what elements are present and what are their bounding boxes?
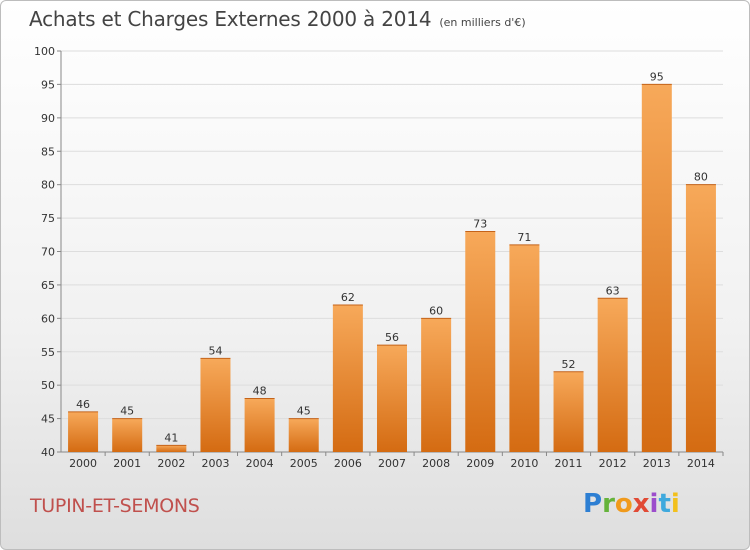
- bar: [597, 298, 628, 452]
- bar: [465, 231, 496, 452]
- data-label: 46: [76, 398, 90, 411]
- data-label: 73: [473, 217, 487, 230]
- x-tick-label: 2001: [113, 457, 141, 470]
- data-label: 54: [208, 344, 222, 357]
- y-tick-label: 85: [41, 145, 55, 158]
- y-tick-label: 80: [41, 179, 55, 192]
- x-tick-label: 2011: [555, 457, 583, 470]
- data-label: 62: [341, 291, 355, 304]
- y-tick-label: 55: [41, 346, 55, 359]
- data-label: 56: [385, 331, 399, 344]
- bar: [288, 418, 319, 452]
- data-label: 63: [606, 284, 620, 297]
- bar: [156, 445, 187, 452]
- y-tick-label: 45: [41, 413, 55, 426]
- commune-name: TUPIN-ET-SEMONS: [30, 495, 200, 517]
- y-tick-label: 75: [41, 212, 55, 225]
- y-tick-label: 70: [41, 246, 55, 259]
- x-tick-label: 2009: [466, 457, 494, 470]
- x-tick-label: 2008: [422, 457, 450, 470]
- bar: [553, 371, 584, 452]
- chart-subtitle: (en milliers d'€): [439, 16, 526, 29]
- bar: [200, 358, 231, 452]
- y-tick-label: 40: [41, 446, 55, 459]
- x-tick-label: 2003: [201, 457, 229, 470]
- data-label: 48: [253, 385, 267, 398]
- y-tick-label: 95: [41, 78, 55, 91]
- bar: [377, 345, 407, 452]
- y-tick-label: 100: [34, 45, 55, 58]
- data-label: 60: [429, 304, 443, 317]
- data-label: 45: [120, 405, 134, 418]
- bar: [112, 418, 143, 452]
- x-tick-label: 2013: [643, 457, 671, 470]
- data-label: 80: [694, 171, 708, 184]
- x-tick-label: 2000: [69, 457, 97, 470]
- chart-title: Achats et Charges Externes 2000 à 2014: [29, 7, 432, 31]
- data-label: 52: [562, 358, 576, 371]
- data-label: 41: [164, 431, 178, 444]
- data-label: 45: [297, 405, 311, 418]
- y-tick-label: 90: [41, 112, 55, 125]
- data-label: 71: [517, 231, 531, 244]
- data-label: 95: [650, 70, 664, 83]
- bar: [332, 304, 363, 452]
- bar: [244, 398, 275, 452]
- y-tick-label: 65: [41, 279, 55, 292]
- bar: [421, 318, 452, 452]
- y-tick-label: 60: [41, 312, 55, 325]
- chart-title-block: Achats et Charges Externes 2000 à 2014 (e…: [29, 7, 526, 31]
- x-tick-label: 2014: [687, 457, 715, 470]
- x-tick-label: 2007: [378, 457, 406, 470]
- x-tick-label: 2005: [290, 457, 318, 470]
- bar: [509, 244, 540, 452]
- x-tick-label: 2010: [510, 457, 538, 470]
- x-tick-label: 2006: [334, 457, 362, 470]
- x-tick-label: 2012: [599, 457, 627, 470]
- bar: [68, 411, 99, 452]
- y-tick-label: 50: [41, 379, 55, 392]
- proxiti-logo: Proxiti: [583, 489, 680, 519]
- bar: [641, 84, 672, 453]
- bar: [685, 184, 716, 452]
- x-tick-label: 2002: [157, 457, 185, 470]
- x-tick-label: 2004: [246, 457, 274, 470]
